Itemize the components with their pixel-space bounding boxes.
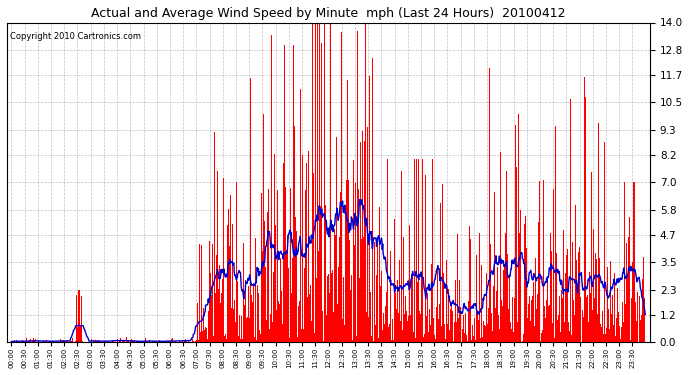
Text: Copyright 2010 Cartronics.com: Copyright 2010 Cartronics.com	[10, 32, 141, 41]
Title: Actual and Average Wind Speed by Minute  mph (Last 24 Hours)  20100412: Actual and Average Wind Speed by Minute …	[91, 7, 566, 20]
